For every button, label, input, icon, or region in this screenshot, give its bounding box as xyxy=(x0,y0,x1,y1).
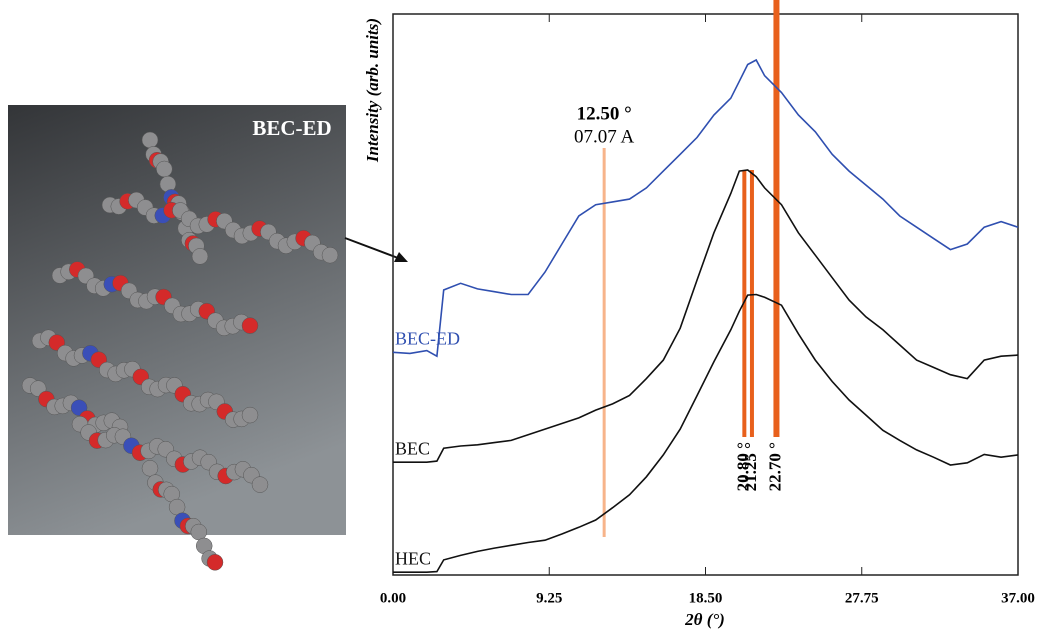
atom xyxy=(321,246,339,264)
atom xyxy=(251,476,269,493)
panel-label: BEC-ED xyxy=(252,116,331,140)
x-tick-label: 27.75 xyxy=(845,590,879,606)
atom xyxy=(190,523,208,541)
marker-label: 21.25 ° xyxy=(741,442,760,491)
arrow-head xyxy=(394,252,408,262)
x-tick-label: 0.00 xyxy=(380,590,406,606)
series-label: HEC xyxy=(395,548,431,568)
marker-label: 20.80 ° xyxy=(733,442,752,491)
x-axis-label: 2θ (°) xyxy=(684,610,725,629)
series-line xyxy=(392,58,1019,358)
x-tick-label: 37.00 xyxy=(1001,590,1035,606)
series-line xyxy=(393,293,1019,573)
plot-frame xyxy=(392,13,1019,576)
series-line xyxy=(393,169,1019,463)
marker-label: 12.50 ° xyxy=(577,103,632,124)
molecule xyxy=(21,131,339,571)
marker-sublabel: 07.07 A xyxy=(574,126,634,147)
atom xyxy=(141,131,159,149)
atom xyxy=(241,406,259,424)
marker-label: 22.70 ° xyxy=(765,442,784,491)
atom xyxy=(191,248,209,265)
series-label: BEC xyxy=(395,438,430,458)
series-label: BEC-ED xyxy=(395,328,460,348)
x-tick-label: 9.25 xyxy=(536,590,562,606)
arrow xyxy=(344,237,399,259)
atom xyxy=(141,460,159,477)
x-tick-label: 18.50 xyxy=(689,590,723,606)
atom xyxy=(156,160,173,178)
atom xyxy=(241,317,259,334)
y-axis-label: Intensity (arb. units) xyxy=(363,18,382,163)
atom xyxy=(206,554,224,571)
